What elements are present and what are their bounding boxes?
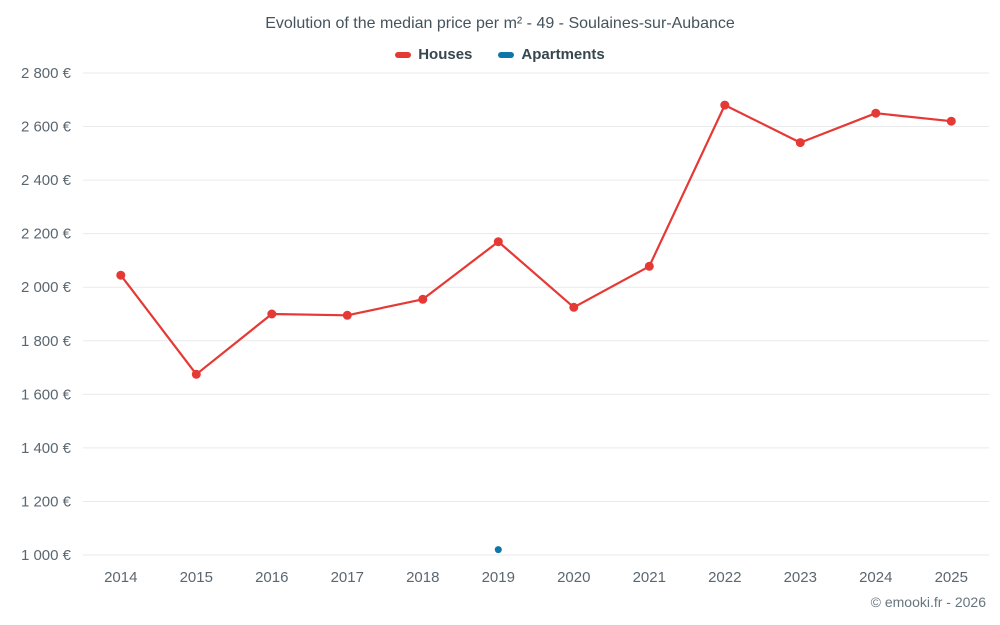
legend-swatch-houses (395, 51, 412, 58)
y-tick-label: 2 000 € (21, 279, 72, 296)
x-tick-label: 2015 (180, 569, 213, 586)
x-tick-label: 2017 (331, 569, 364, 586)
y-tick-label: 2 600 € (21, 119, 72, 136)
houses-point-2017[interactable] (342, 310, 352, 320)
houses-point-2016[interactable] (267, 309, 277, 319)
x-tick-label: 2024 (859, 569, 892, 586)
chart-legend: Houses Apartments (0, 46, 1000, 63)
houses-point-2021[interactable] (644, 261, 654, 271)
x-tick-label: 2021 (633, 569, 666, 586)
legend-label: Houses (418, 46, 473, 63)
x-tick-label: 2019 (482, 569, 515, 586)
houses-point-2024[interactable] (871, 108, 881, 118)
y-tick-label: 1 600 € (21, 386, 72, 403)
y-tick-label: 1 400 € (21, 440, 72, 457)
legend-item-houses[interactable]: Houses (395, 46, 472, 63)
y-tick-label: 2 400 € (21, 172, 72, 189)
houses-point-2022[interactable] (720, 100, 730, 110)
legend-item-apartments[interactable]: Apartments (498, 46, 605, 63)
x-tick-label: 2023 (784, 569, 817, 586)
houses-line (119, 104, 953, 376)
x-tick-label: 2014 (104, 569, 137, 586)
legend-swatch-apartments (498, 51, 515, 58)
x-tick-label: 2025 (935, 569, 968, 586)
y-tick-label: 1 200 € (21, 493, 72, 510)
houses-point-2018[interactable] (418, 294, 428, 304)
houses-point-2015[interactable] (191, 369, 201, 379)
x-tick-label: 2022 (708, 569, 741, 586)
x-tick-label: 2016 (255, 569, 288, 586)
houses-point-2019[interactable] (493, 237, 503, 247)
houses-point-2020[interactable] (569, 302, 579, 312)
apartments-point-2019[interactable] (494, 546, 502, 554)
houses-point-2025[interactable] (946, 116, 956, 126)
y-tick-label: 1 800 € (21, 333, 72, 350)
houses-point-2023[interactable] (795, 138, 805, 148)
chart-title: Evolution of the median price per m² - 4… (265, 15, 735, 32)
y-tick-label: 2 200 € (21, 226, 72, 243)
attribution: © emooki.fr - 2026 (870, 594, 986, 610)
y-tick-label: 2 800 € (21, 65, 72, 82)
y-tick-label: 1 000 € (21, 547, 72, 564)
x-tick-label: 2020 (557, 569, 590, 586)
legend-label: Apartments (521, 46, 605, 63)
x-tick-label: 2018 (406, 569, 439, 586)
houses-point-2014[interactable] (116, 270, 126, 280)
